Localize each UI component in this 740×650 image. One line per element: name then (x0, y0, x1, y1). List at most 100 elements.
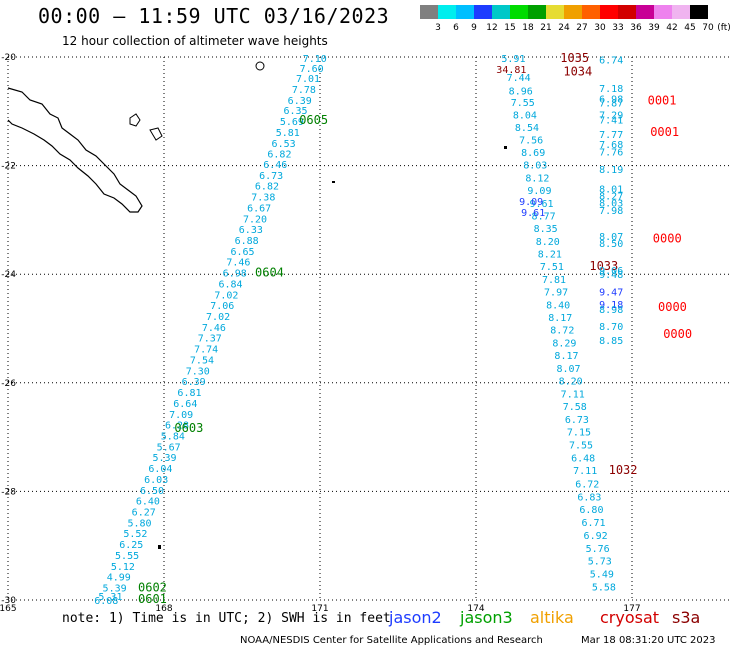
color-scale-swatch (492, 5, 510, 19)
swh-value-label: 6.98 (599, 94, 623, 105)
swh-value-label: 5.39 (103, 584, 127, 595)
x-tick-label: 165 (0, 604, 17, 614)
swh-value-label: 8.07 (557, 364, 581, 375)
color-scale-label: 27 (576, 23, 588, 33)
satellite-legend-altika: altika (530, 608, 574, 627)
color-scale-swatch (636, 5, 654, 19)
swh-value-label: 5.55 (115, 551, 139, 562)
x-tick-label: 177 (623, 604, 640, 614)
swh-value-label: 8.03 (523, 161, 547, 172)
swh-value-label: 9.18 (599, 300, 623, 311)
color-scale-label: 36 (630, 23, 642, 33)
swh-value-label: 6.73 (259, 171, 283, 182)
swh-value-label: 8.50 (599, 239, 623, 250)
swh-value-label: 7.18 (599, 84, 623, 95)
swh-value-label: 6.03 (144, 475, 168, 486)
swh-value-label: 5.49 (590, 569, 614, 580)
swh-value-label: 8.20 (536, 237, 560, 248)
color-scale-label: 15 (504, 23, 516, 33)
swh-value-label: 7.55 (511, 98, 535, 109)
pass-time-label: 0000 (658, 300, 687, 314)
swh-value-label: 7.02 (206, 312, 230, 323)
swh-value-label: 8.03 (599, 199, 623, 210)
page-title: 00:00 – 11:59 UTC 03/16/2023 (38, 4, 390, 28)
swh-value-label: 7.97 (544, 288, 568, 299)
credit-text: NOAA/NESDIS Center for Satellite Applica… (240, 635, 543, 646)
swh-value-label: 6.27 (132, 507, 156, 518)
x-tick-label: 168 (155, 604, 172, 614)
swh-value-label: 9.48 (599, 270, 623, 281)
swh-value-label: 7.87 (599, 99, 623, 110)
swh-value-label: 8.29 (552, 339, 576, 350)
swh-value-label: 7.55 (569, 441, 593, 452)
swh-value-label: 7.20 (243, 214, 267, 225)
color-scale-label: 3 (435, 23, 441, 33)
swh-value-label: 7.81 (542, 275, 566, 286)
swh-value-label: 8.20 (559, 377, 583, 388)
color-scale-swatch (600, 5, 618, 19)
y-tick-label: -26 (1, 379, 16, 389)
swh-value-label: 6.72 (575, 479, 599, 490)
swh-value-label: 7.29 (599, 111, 623, 122)
pass-time-label: 0604 (255, 266, 284, 280)
swh-value-label: 8.17 (548, 313, 572, 324)
swh-value-label: 7.98 (599, 206, 623, 217)
units-note: note: 1) Time is in UTC; 2) SWH is in fe… (62, 611, 391, 626)
swh-value-label: 6.74 (599, 56, 623, 67)
swh-value-label: 6.40 (136, 497, 160, 508)
swh-value-label: 7.06 (210, 301, 234, 312)
swh-value-label: 7.78 (292, 85, 316, 96)
swh-value-label: 6.50 (140, 486, 164, 497)
color-scale-label: (ft) (717, 23, 731, 33)
pass-time-label: 1035 (560, 51, 589, 65)
swh-value-label: 6.73 (565, 415, 589, 426)
color-scale-label: 42 (666, 23, 678, 33)
swh-value-label: 7.11 (573, 466, 597, 477)
swh-value-label: 6.33 (239, 225, 263, 236)
y-tick-label: -30 (1, 596, 16, 606)
swh-value-label: 7.41 (599, 115, 623, 126)
swh-value-label: 7.11 (561, 390, 585, 401)
pass-time-label: 0602 (138, 581, 167, 595)
color-scale-swatch (528, 5, 546, 19)
swh-value-label: 5.31 (98, 592, 122, 603)
swh-value-label: 5.80 (128, 518, 152, 529)
swh-value-label: 6.48 (571, 454, 595, 465)
swh-value-label: 6.64 (173, 399, 197, 410)
satellite-tracks: 7.107.607.017.786.396.355.695.816.536.82… (94, 51, 692, 607)
swh-value-label: 7.54 (190, 355, 214, 366)
coastline-island-small (332, 181, 335, 183)
swh-value-label: 6.98 (223, 269, 247, 280)
color-scale-swatch (420, 5, 438, 19)
swh-value-label: 6.88 (235, 236, 259, 247)
swh-value-label: 9.61 (521, 208, 545, 219)
swh-value-label: 6.82 (255, 182, 279, 193)
swh-value-label: 7.60 (300, 64, 324, 75)
swh-value-label: 5.67 (157, 442, 181, 453)
color-scale-label: 12 (486, 23, 498, 33)
swh-value-label: 8.12 (525, 174, 549, 185)
y-tick-label: -20 (1, 53, 16, 63)
color-scale-label: 24 (558, 23, 570, 33)
swh-value-label: 5.39 (152, 453, 176, 464)
swh-value-label: 8.21 (538, 250, 562, 261)
swh-value-label: 5.76 (586, 544, 610, 555)
pass-time-label: 0001 (650, 125, 679, 139)
pass-time-label: 1033 (589, 259, 618, 273)
swh-value-label: 6.28 (165, 421, 189, 432)
coastline-island-fiji (504, 146, 507, 149)
swh-value-label: 7.10 (303, 54, 327, 65)
swh-value-label: 7.15 (567, 428, 591, 439)
swh-value-label: 6.35 (284, 106, 308, 117)
swh-value-label: 6.08 (94, 596, 118, 607)
swh-value-label: 9.09 (519, 197, 543, 208)
color-scale-swatch (510, 5, 528, 19)
color-scale-label: 33 (612, 23, 624, 33)
page-subtitle: 12 hour collection of altimeter wave hei… (62, 34, 328, 48)
swh-value-label: 8.40 (546, 301, 570, 312)
color-scale-swatch (618, 5, 636, 19)
swh-value-label: 6.53 (272, 139, 296, 150)
swh-value-label: 6.39 (288, 96, 312, 107)
swh-value-label: 6.80 (579, 505, 603, 516)
